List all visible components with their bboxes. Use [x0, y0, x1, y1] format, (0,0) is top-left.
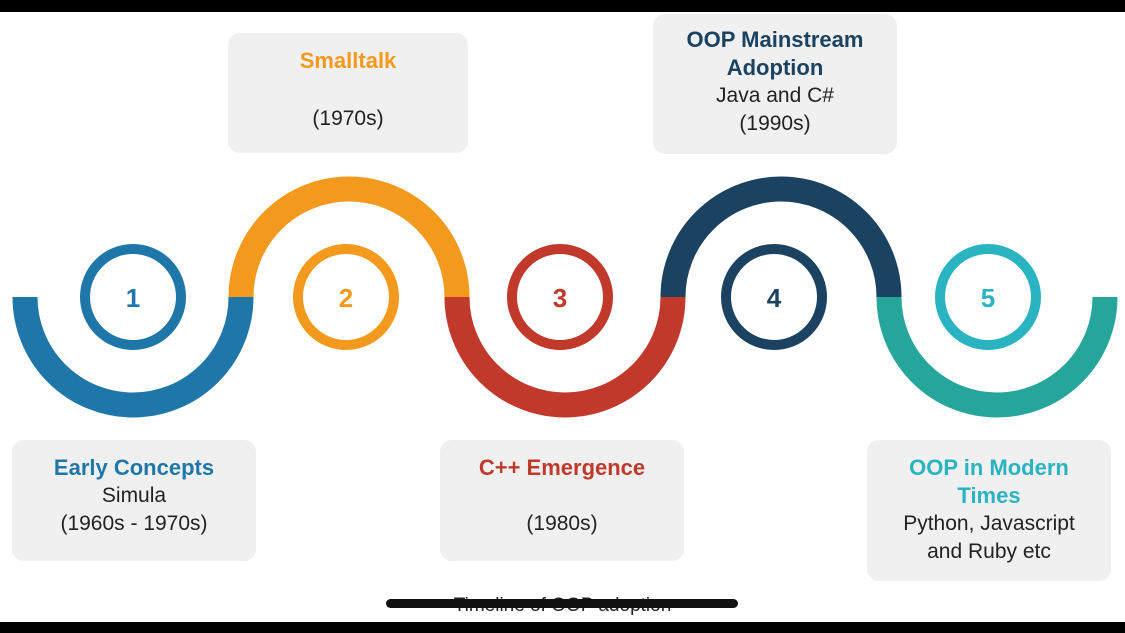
timeline-diagram: 1 2 3 4 5 Smalltalk (1970s) OOP Mainstre… [0, 12, 1125, 622]
timeline-wave: 1 2 3 4 5 [12, 176, 1118, 418]
step-2-period: (1970s) [312, 107, 384, 130]
step-3-ring [507, 244, 613, 350]
step-2-title: Smalltalk [299, 48, 397, 73]
step-5-number: 5 [981, 283, 995, 313]
step-3-number: 3 [553, 283, 567, 313]
step-5-card: OOP in Modern Times Python, Javascript a… [867, 440, 1111, 581]
home-indicator[interactable] [386, 599, 738, 608]
step-4-period: (1990s) [739, 112, 811, 135]
arc-5 [876, 296, 1118, 418]
step-2-ring [293, 244, 399, 350]
step-3-title: C++ Emergence [478, 455, 646, 480]
step-1-card: Early Concepts Simula (1960s - 1970s) [12, 440, 256, 561]
arc-2 [228, 176, 470, 298]
step-1-description: Simula [101, 484, 167, 507]
step-4-number: 4 [767, 283, 782, 313]
step-4-ring [721, 244, 827, 350]
step-2-number: 2 [339, 283, 353, 313]
step-5-description: Python, Javascript and Ruby etc [903, 512, 1075, 563]
step-1-ring [80, 244, 186, 350]
step-5-title: OOP in Modern Times [909, 455, 1069, 508]
step-1-number: 1 [126, 283, 140, 313]
arc-3 [444, 296, 686, 418]
step-4-description: Java and C# [716, 84, 834, 107]
step-3-period: (1980s) [526, 512, 598, 535]
step-2-card: Smalltalk (1970s) [228, 33, 468, 153]
arc-1 [12, 296, 254, 418]
arc-4 [660, 176, 902, 298]
step-4-title: OOP Mainstream Adoption [686, 27, 864, 80]
step-4-card: OOP Mainstream Adoption Java and C# (199… [653, 14, 897, 154]
step-1-period: (1960s - 1970s) [60, 512, 208, 535]
step-3-card: C++ Emergence (1980s) [440, 440, 684, 561]
step-5-ring [935, 244, 1041, 350]
step-1-title: Early Concepts [53, 455, 215, 480]
